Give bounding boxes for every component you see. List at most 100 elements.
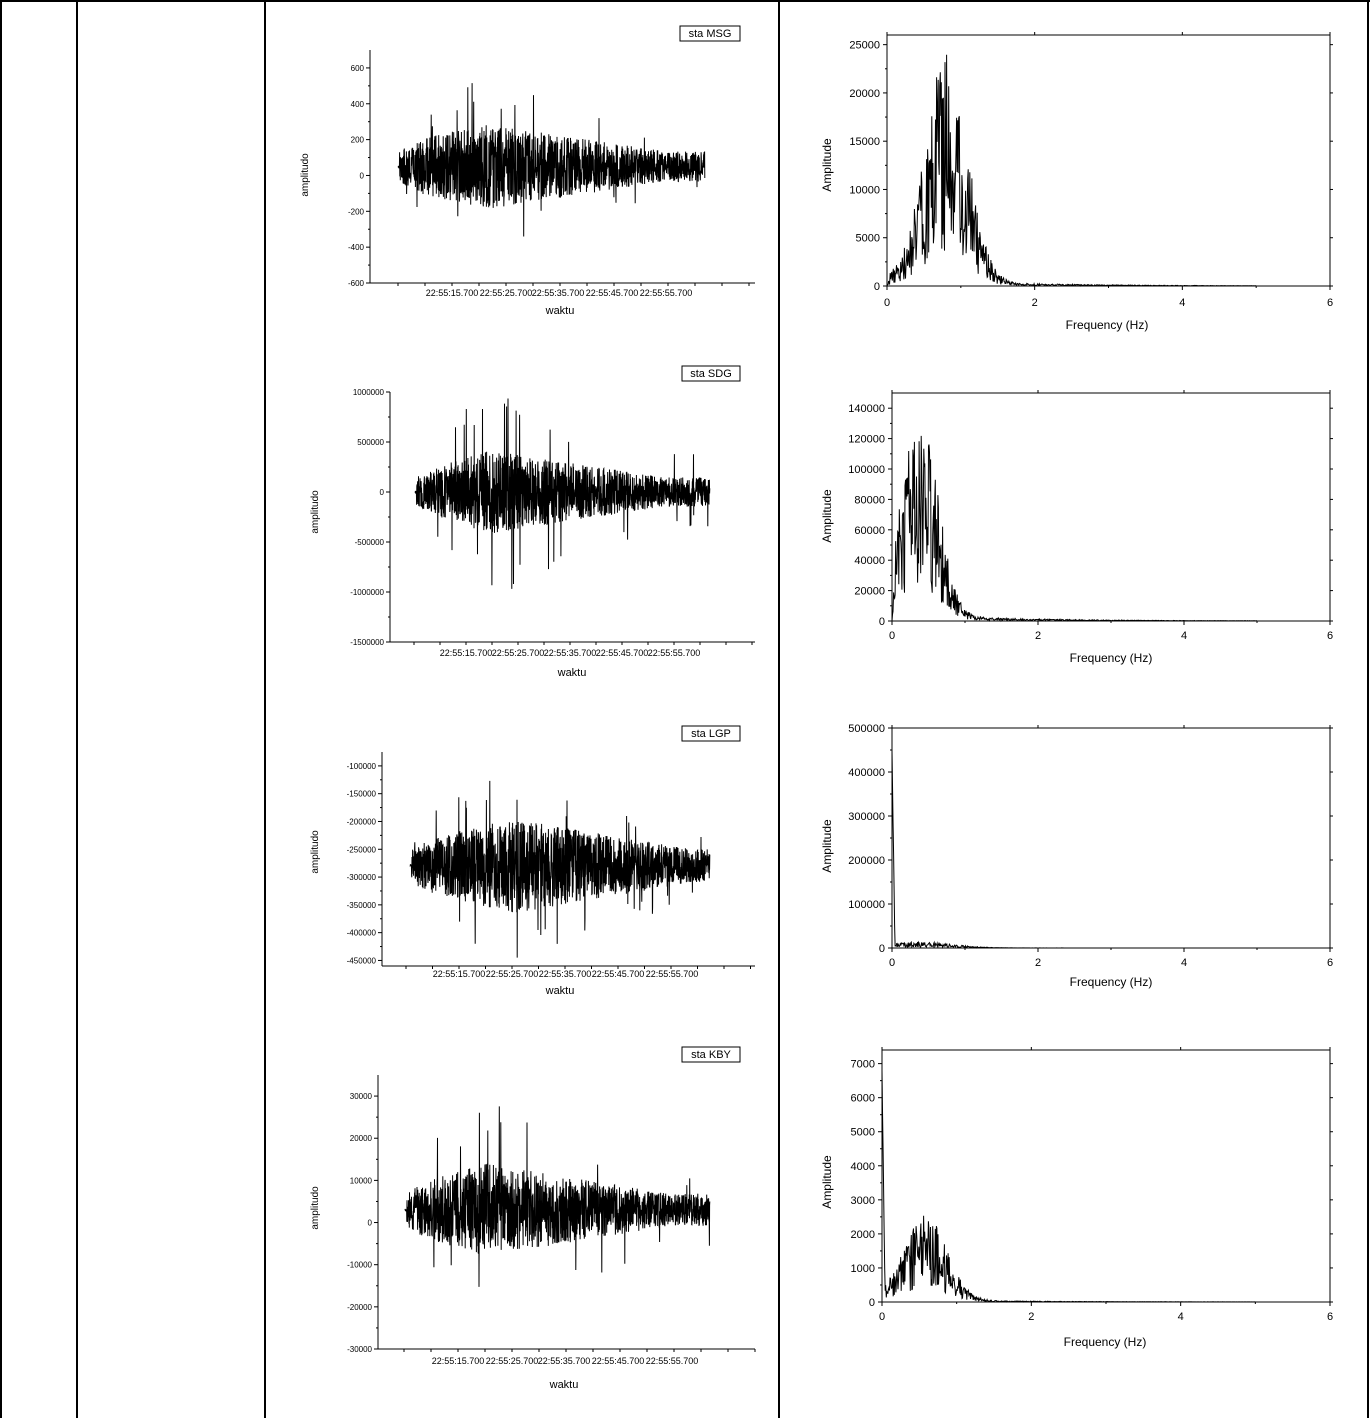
y-tick-label: 20000 — [849, 88, 880, 100]
y-tick-label: -250000 — [347, 845, 377, 854]
x-tick-label: 4 — [1181, 630, 1187, 642]
x-tick-label: 4 — [1178, 1311, 1184, 1323]
x-tick-label: 22:55:25.700 — [480, 288, 533, 298]
y-tick-label: -400 — [348, 243, 365, 252]
y-tick-label: -350000 — [347, 901, 377, 910]
y-tick-label: 300000 — [848, 811, 885, 823]
y-tick-label: 200 — [351, 136, 365, 145]
x-tick-label: 22:55:15.700 — [432, 1356, 485, 1366]
y-tick-label: 0 — [368, 1219, 373, 1228]
y-tick-label: 0 — [380, 488, 385, 497]
x-tick-label: 22:55:25.700 — [492, 648, 545, 658]
waveform-trace — [404, 1106, 711, 1287]
y-tick-label: 3000 — [851, 1195, 875, 1207]
waveform-chart-lgp: sta LGP -100000 -150000 -200000 -250000 -300… — [310, 725, 755, 997]
x-tick-label: 2 — [1028, 1311, 1034, 1323]
y-tick-label: 80000 — [854, 494, 885, 506]
y-tick-label: 10000 — [849, 184, 880, 196]
x-tick-label: 6 — [1327, 957, 1333, 969]
station-label: sta SDG — [690, 368, 732, 380]
y-tick-label: -200 — [348, 207, 365, 216]
waveform-chart-sdg: sta SDG 1000000 500000 0 -500000 -1000000 -15… — [310, 365, 755, 679]
x-tick-label: 22:55:35.700 — [532, 288, 585, 298]
spectrum-chart-kby: 0 1000 2000 3000 4000 5000 6000 7000 0 2 4 6 Amplit… — [820, 1047, 1333, 1349]
waveform-trace — [409, 780, 711, 958]
y-tick-label: 0 — [360, 171, 365, 180]
column-divider-3 — [778, 0, 780, 1418]
spectrum-chart-lgp: 0 100000 200000 300000 400000 500000 0 2 4 6 Ampl… — [820, 723, 1333, 989]
station-label: sta MSG — [689, 28, 732, 40]
x-tick-label: 22:55:25.700 — [486, 1356, 539, 1366]
spectrum-chart-sdg: 0 20000 40000 60000 80000 100000 120000 140000 0… — [820, 390, 1333, 665]
y-axis-label: amplitudo — [310, 490, 321, 534]
station-label: sta LGP — [691, 728, 731, 740]
y-tick-label: -1000000 — [350, 588, 384, 597]
y-tick-label: 20000 — [350, 1134, 373, 1143]
x-tick-label: 6 — [1327, 1311, 1333, 1323]
x-tick-label: 22:55:55.700 — [646, 1356, 699, 1366]
y-axis-label: Amplitude — [820, 489, 834, 543]
waveform-trace — [414, 398, 711, 589]
x-tick-label: 4 — [1181, 957, 1187, 969]
x-axis-label: waktu — [545, 305, 575, 317]
x-tick-label: 22:55:15.700 — [426, 288, 479, 298]
plot-frame — [886, 34, 1331, 287]
x-tick-label: 0 — [889, 957, 895, 969]
column-divider-2 — [264, 0, 266, 1418]
y-tick-label: -10000 — [347, 1261, 372, 1270]
x-tick-label: 6 — [1327, 297, 1333, 309]
y-tick-label: 15000 — [849, 136, 880, 148]
spectrum-trace — [891, 749, 1257, 949]
x-tick-label: 22:55:45.700 — [592, 1356, 645, 1366]
y-tick-label: -450000 — [347, 956, 377, 965]
y-tick-label: 20000 — [854, 586, 885, 598]
x-tick-label: 22:55:25.700 — [486, 969, 539, 979]
y-tick-label: -20000 — [347, 1303, 372, 1312]
x-tick-label: 0 — [879, 1311, 885, 1323]
y-tick-label: 0 — [869, 1297, 875, 1309]
y-tick-label: 1000000 — [353, 388, 385, 397]
x-tick-label: 0 — [889, 630, 895, 642]
x-tick-label: 22:55:35.700 — [538, 1356, 591, 1366]
y-tick-label: 200000 — [848, 855, 885, 867]
x-axis-label: waktu — [545, 985, 575, 997]
y-tick-label: 10000 — [350, 1176, 373, 1185]
y-tick-label: 4000 — [851, 1161, 875, 1173]
y-axis-label: amplitudo — [310, 1186, 321, 1230]
y-tick-label: 5000 — [856, 233, 880, 245]
y-tick-label: -1500000 — [350, 638, 384, 647]
plot-frame — [891, 392, 1331, 622]
y-tick-label: -30000 — [347, 1345, 372, 1354]
x-tick-label: 2 — [1032, 297, 1038, 309]
y-tick-label: 30000 — [350, 1092, 373, 1101]
x-tick-label: 22:55:45.700 — [586, 288, 639, 298]
spectrum-trace — [891, 435, 1257, 623]
y-axis-label: Amplitude — [820, 1155, 834, 1209]
y-tick-label: 5000 — [851, 1127, 875, 1139]
y-tick-label: -400000 — [347, 929, 377, 938]
y-tick-label: -600 — [348, 279, 365, 288]
x-tick-label: 0 — [884, 297, 890, 309]
station-label-box — [681, 1046, 741, 1063]
plot-frame — [891, 727, 1331, 949]
y-tick-label: 500000 — [357, 438, 384, 447]
x-tick-label: 22:55:15.700 — [433, 969, 486, 979]
spectrum-trace — [881, 1070, 1256, 1303]
y-tick-label: 600 — [351, 64, 365, 73]
y-tick-label: -200000 — [347, 817, 377, 826]
x-axis-label: waktu — [557, 667, 587, 679]
y-tick-label: -100000 — [347, 762, 377, 771]
y-axis-label: Amplitude — [820, 138, 834, 192]
y-tick-label: 0 — [879, 616, 885, 628]
x-axis-label: Frequency (Hz) — [1070, 975, 1153, 989]
y-tick-label: 25000 — [849, 40, 880, 52]
x-tick-label: 22:55:55.700 — [640, 288, 693, 298]
waveform-chart-kby: sta KBY 30000 20000 10000 0 -10000 -20000 -300… — [310, 1046, 756, 1391]
x-tick-label: 22:55:15.700 — [440, 648, 493, 658]
station-label: sta KBY — [691, 1049, 731, 1061]
x-axis-label: Frequency (Hz) — [1066, 318, 1149, 332]
y-tick-label: 2000 — [851, 1229, 875, 1241]
x-tick-label: 6 — [1327, 630, 1333, 642]
y-tick-label: 7000 — [851, 1059, 875, 1071]
